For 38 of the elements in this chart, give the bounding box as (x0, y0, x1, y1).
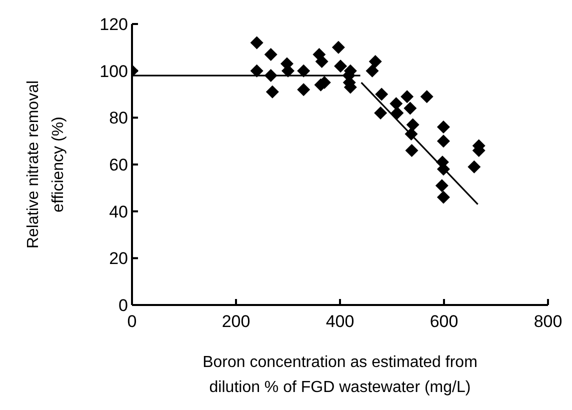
point (468, 160, 481, 174)
point (406, 118, 420, 132)
point (264, 48, 278, 61)
point (420, 90, 434, 104)
x-tick-label: 800 (534, 312, 562, 332)
point (250, 36, 264, 50)
y-tick-label: 120 (100, 15, 128, 34)
y-tick-label: 0 (118, 296, 128, 316)
y-tick-label: 60 (109, 156, 128, 175)
y-tick-label: 20 (109, 249, 128, 268)
x-tick-label: 200 (222, 312, 250, 332)
point (400, 90, 414, 104)
y-axis-title: Relative nitrate removal efficiency (%) (25, 80, 67, 249)
point (436, 120, 450, 134)
point (366, 64, 379, 78)
point (250, 64, 264, 78)
point (436, 134, 450, 148)
point (315, 54, 328, 68)
y-tick-label: 80 (109, 108, 128, 128)
y-tick-label: 100 (100, 62, 128, 81)
point (334, 60, 348, 73)
point (374, 106, 388, 120)
point (297, 64, 310, 78)
point (332, 40, 345, 54)
point (375, 88, 388, 101)
x-tick-label: 600 (430, 312, 458, 332)
point (297, 83, 310, 96)
x-axis-title: Boron concentration as estimated from dilution % of FGD wastewater (mg/L) (202, 354, 478, 396)
point (390, 97, 403, 110)
point (368, 54, 382, 68)
x-tick-label: 400 (326, 312, 354, 332)
point (435, 179, 448, 192)
y-tick-label: 40 (109, 202, 128, 222)
point (405, 144, 418, 157)
point (436, 190, 450, 204)
point (404, 102, 417, 115)
point (390, 106, 404, 120)
point (266, 85, 279, 98)
